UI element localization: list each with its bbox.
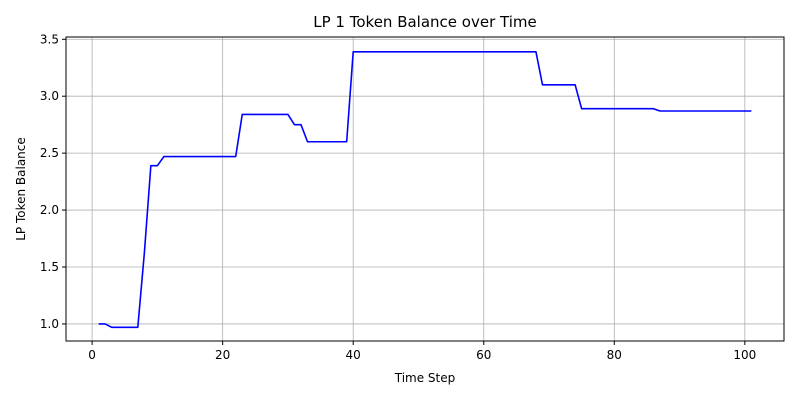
y-tick-label: 2.5 (40, 146, 59, 160)
x-tick-label: 100 (733, 348, 756, 362)
x-tick-label: 40 (346, 348, 361, 362)
y-tick-label: 1.5 (40, 260, 59, 274)
x-axis-label: Time Step (394, 371, 456, 385)
series-line (98, 50, 752, 329)
grid (66, 37, 784, 341)
y-tick-label: 2.0 (40, 203, 59, 217)
x-tick-label: 80 (607, 348, 622, 362)
x-tick-label: 0 (88, 348, 96, 362)
x-tick-label: 60 (476, 348, 491, 362)
series-layer (98, 50, 752, 329)
chart-title: LP 1 Token Balance over Time (313, 13, 536, 31)
y-tick-label: 3.5 (40, 32, 59, 46)
y-tick-label: 1.0 (40, 317, 59, 331)
axes-frame (65, 36, 785, 342)
y-tick-label: 3.0 (40, 89, 59, 103)
ticks: 0 20 40 60 80 100 1.0 1.5 2.0 2.5 3.0 3.5 (40, 32, 756, 362)
y-axis-label: LP Token Balance (14, 137, 28, 241)
x-tick-label: 20 (215, 348, 230, 362)
